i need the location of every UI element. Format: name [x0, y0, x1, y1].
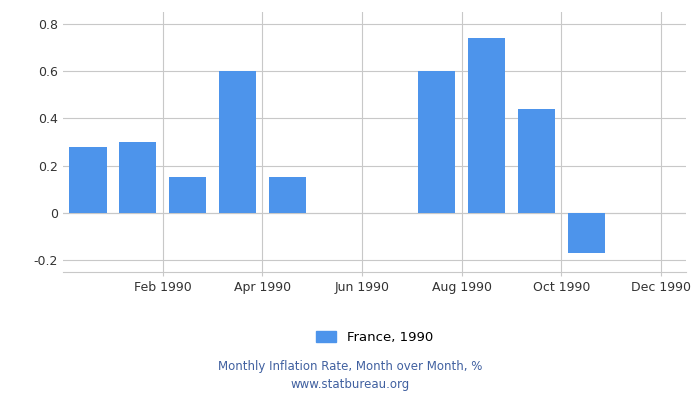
Bar [69, 147, 106, 213]
Bar [568, 213, 605, 253]
Bar [169, 178, 206, 213]
Text: Monthly Inflation Rate, Month over Month, %: Monthly Inflation Rate, Month over Month… [218, 360, 482, 373]
Bar [119, 142, 157, 213]
Bar [218, 71, 256, 213]
Bar [269, 178, 306, 213]
Bar [518, 109, 555, 213]
Bar [468, 38, 505, 213]
Text: www.statbureau.org: www.statbureau.org [290, 378, 410, 391]
Legend: France, 1990: France, 1990 [311, 325, 438, 349]
Bar [418, 71, 456, 213]
